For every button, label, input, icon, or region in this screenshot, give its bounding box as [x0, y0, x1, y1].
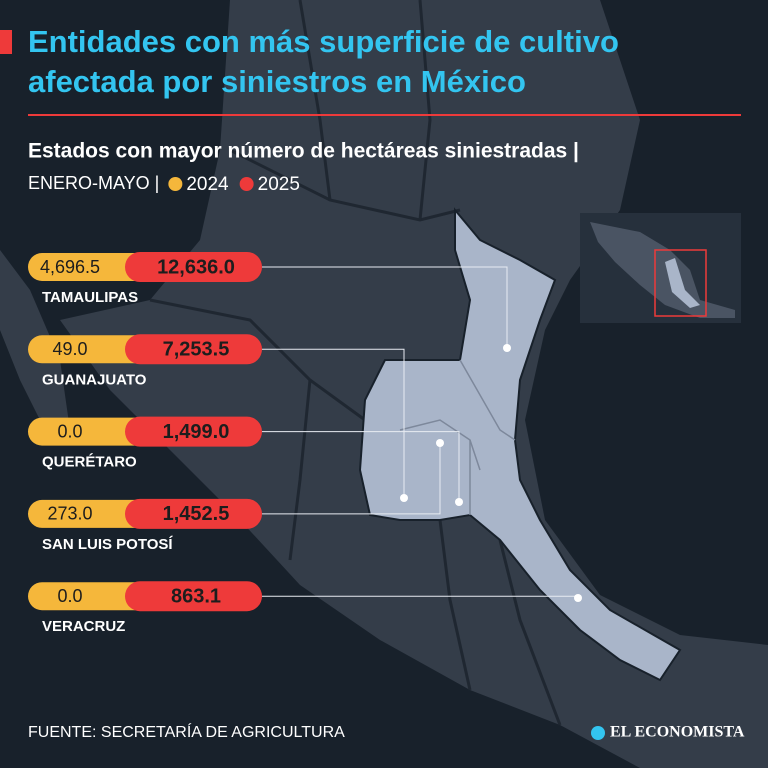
value-2024: 49.0 — [52, 339, 87, 359]
legend-swatch — [168, 177, 183, 191]
highlighted-borders — [399, 359, 516, 515]
pill-2024 — [28, 335, 150, 364]
value-2025: 1,499.0 — [163, 421, 230, 443]
inset-land — [590, 222, 735, 318]
value-2024: 0.0 — [57, 586, 82, 606]
title: Entidades con más superficie de cultivo … — [28, 24, 619, 99]
pill-2024 — [28, 582, 150, 611]
value-2024: 0.0 — [57, 421, 82, 441]
brand: EL ECONOMISTA — [610, 724, 745, 741]
legend: ENERO-MAYO | 2024 2025 — [28, 173, 300, 195]
state-name: SAN LUIS POTOSÍ — [42, 536, 173, 553]
source: FUENTE: SECRETARÍA DE AGRICULTURA — [28, 722, 345, 741]
value-2025: 863.1 — [171, 585, 221, 607]
pill-2025 — [125, 416, 262, 447]
connector — [262, 266, 508, 348]
title-box: Entidades con más superficie de cultivo … — [28, 24, 619, 99]
legend-label: 2025 — [258, 174, 300, 195]
pill-2024 — [28, 417, 150, 446]
inset-map — [580, 213, 741, 323]
state-name: GUANAJUATO — [42, 371, 147, 388]
legend-label: 2024 — [186, 174, 229, 195]
subtitle: Estados con mayor número de hectáreas si… — [28, 140, 579, 163]
value-2024: 273.0 — [47, 504, 92, 524]
connector — [262, 348, 405, 498]
inset-frame — [654, 249, 707, 317]
title-accent — [0, 30, 12, 54]
state-name: TAMAULIPAS — [42, 289, 138, 306]
pill-2025 — [125, 581, 262, 612]
period: ENERO-MAYO | — [28, 173, 159, 193]
legend-swatch — [239, 177, 254, 191]
location-dot — [574, 594, 582, 602]
pill-2024 — [28, 253, 150, 281]
pill-2025 — [125, 334, 262, 365]
pill-2025 — [125, 252, 262, 282]
value-2024: 4,696.5 — [40, 257, 100, 277]
location-dot — [503, 344, 511, 352]
value-2025: 1,452.5 — [163, 503, 230, 525]
value-2025: 12,636.0 — [157, 256, 235, 278]
pill-2025 — [125, 498, 262, 529]
brand-logo — [591, 726, 605, 740]
value-2025: 7,253.5 — [163, 339, 230, 361]
connector — [262, 431, 460, 502]
location-dot — [455, 498, 463, 506]
highlighted-states — [358, 207, 682, 682]
rows: 4,696.5 12,636.0 TAMAULIPAS 49.0 7,253.5 GUAN… — [28, 252, 582, 635]
state-borders — [149, 0, 562, 726]
pill-2024 — [28, 499, 150, 528]
location-dot — [400, 494, 408, 502]
location-dot — [436, 439, 444, 447]
state-name: VERACRUZ — [42, 618, 125, 635]
inset-highlight — [665, 258, 700, 308]
state-name: QUERÉTARO — [42, 454, 137, 471]
connector — [262, 443, 441, 515]
